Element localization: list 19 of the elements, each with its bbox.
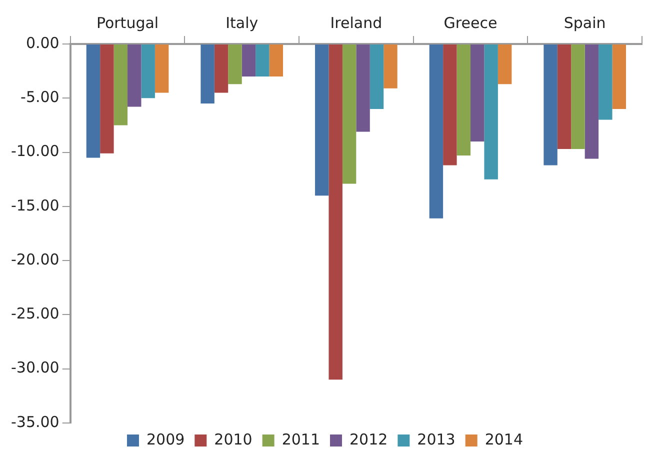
legend-label: 2011 — [282, 430, 320, 448]
legend-label: 2009 — [146, 430, 185, 448]
legend-label: 2012 — [350, 430, 388, 448]
y-tick-label: -25.00 — [10, 304, 60, 323]
y-tick-label: -10.00 — [10, 142, 60, 160]
legend-label: 2010 — [214, 430, 252, 448]
x-tick-label: Spain — [564, 14, 606, 32]
x-tick-label: Greece — [444, 14, 498, 32]
legend-label: 2013 — [417, 430, 456, 448]
x-tick-label: Ireland — [330, 14, 382, 32]
y-tick-label: -15.00 — [10, 196, 60, 214]
legend-label: 2014 — [484, 430, 524, 448]
y-tick-label: -20.00 — [10, 250, 60, 268]
x-tick-label: Italy — [226, 14, 258, 32]
y-tick-label: -5.00 — [20, 88, 60, 106]
y-tick-label: -30.00 — [10, 358, 60, 377]
y-tick-label: 0.00 — [26, 34, 60, 52]
x-tick-label: Portugal — [96, 14, 159, 32]
y-tick-label: -35.00 — [10, 412, 60, 431]
